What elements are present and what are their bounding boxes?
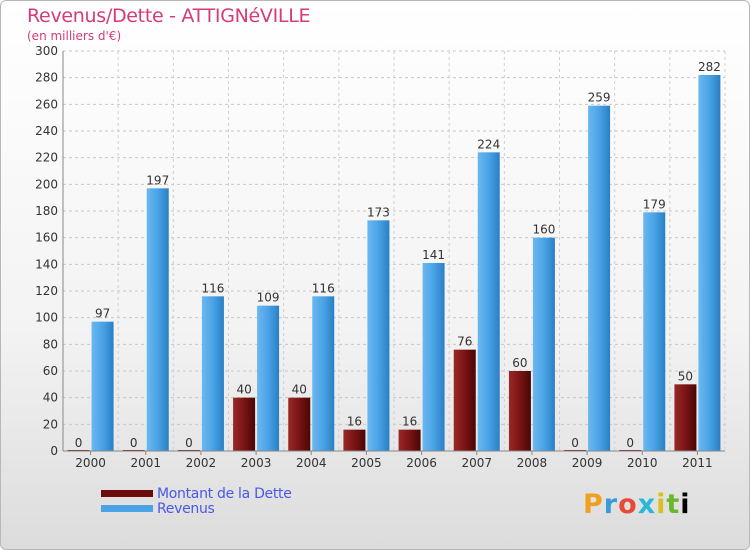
x-tick-label: 2007 [461,456,492,470]
bar-revenus-2004 [312,296,335,451]
logo-letter: P [583,489,604,520]
data-label-debt: 40 [236,383,251,397]
bar-debt-2003 [233,397,256,451]
x-tick-label: 2008 [517,456,548,470]
bar-revenus-2001 [146,188,169,452]
data-label-debt: 40 [292,383,307,397]
y-tick-label: 120 [35,284,58,298]
bar-revenus-2003 [257,305,280,451]
y-tick-label: 300 [35,44,58,58]
data-label-revenus: 173 [367,205,390,219]
x-tick-label: 2003 [241,456,272,470]
data-label-debt: 50 [678,369,693,383]
data-label-revenus: 179 [643,197,666,211]
bar-debt-2005 [343,429,366,451]
y-tick-label: 20 [43,417,58,431]
data-label-debt: 60 [512,356,527,370]
bar-revenus-2005 [367,220,390,451]
chart-subtitle: (en milliers d'€) [27,29,122,43]
y-tick-label: 60 [43,364,58,378]
bar-debt-2011 [674,384,697,451]
bar-revenus-2008 [532,237,555,451]
x-tick-label: 2009 [572,456,603,470]
bar-debt-2007 [453,349,476,451]
bar-revenus-2007 [477,152,500,452]
y-tick-label: 220 [35,151,58,165]
x-tick-label: 2010 [627,456,658,470]
chart-title: Revenus/Dette - ATTIGNéVILLE [27,5,311,27]
bar-debt-2006 [398,429,421,451]
y-tick-label: 100 [35,311,58,325]
data-label-debt: 0 [185,436,193,450]
bar-debt-2004 [288,397,311,451]
y-tick-label: 0 [50,444,58,458]
x-tick-label: 2006 [406,456,437,470]
legend-swatch-debt [101,490,153,497]
logo-letter: o [618,489,638,520]
data-label-revenus: 116 [312,281,335,295]
y-tick-label: 80 [43,337,58,351]
legend-label-revenus: Revenus [157,501,215,517]
logo-letter: i [680,489,691,520]
bar-revenus-2000 [91,321,114,451]
data-label-revenus: 282 [698,60,721,74]
y-tick-label: 160 [35,231,58,245]
y-tick-label: 260 [35,97,58,111]
x-tick-label: 2005 [351,456,382,470]
logo-letter: t [666,489,681,520]
y-tick-label: 240 [35,124,58,138]
bar-revenus-2010 [643,212,666,451]
data-label-debt: 0 [75,436,83,450]
logo-letter: r [603,489,619,520]
data-label-revenus: 197 [146,173,169,187]
x-tick-label: 2002 [186,456,217,470]
data-label-debt: 0 [571,436,579,450]
bar-revenus-2009 [588,105,611,452]
proxiti-logo: Proxiti [583,489,691,520]
bar-revenus-2011 [698,75,721,451]
data-label-revenus: 116 [201,281,224,295]
data-label-debt: 0 [626,436,634,450]
data-label-debt: 76 [457,335,472,349]
y-tick-label: 280 [35,71,58,85]
data-label-revenus: 259 [588,91,611,105]
data-label-revenus: 141 [422,248,445,262]
logo-letter: x [637,489,657,520]
data-label-revenus: 97 [95,307,110,321]
bar-debt-2008 [508,371,531,451]
x-tick-label: 2004 [296,456,327,470]
y-tick-label: 180 [35,204,58,218]
data-label-debt: 16 [402,415,417,429]
x-tick-label: 2011 [682,456,713,470]
data-label-revenus: 109 [257,291,280,305]
y-tick-label: 200 [35,177,58,191]
y-tick-label: 40 [43,391,58,405]
x-tick-label: 2001 [130,456,161,470]
data-label-revenus: 224 [477,137,500,151]
logo-letter: i [656,489,667,520]
bar-revenus-2002 [201,296,224,451]
y-tick-label: 140 [35,257,58,271]
bar-revenus-2006 [422,263,445,451]
legend-swatch-revenus [101,505,153,512]
data-label-debt: 16 [347,415,362,429]
legend-label-debt: Montant de la Dette [157,486,292,502]
data-label-debt: 0 [130,436,138,450]
data-label-revenus: 160 [532,223,555,237]
x-tick-label: 2000 [75,456,106,470]
